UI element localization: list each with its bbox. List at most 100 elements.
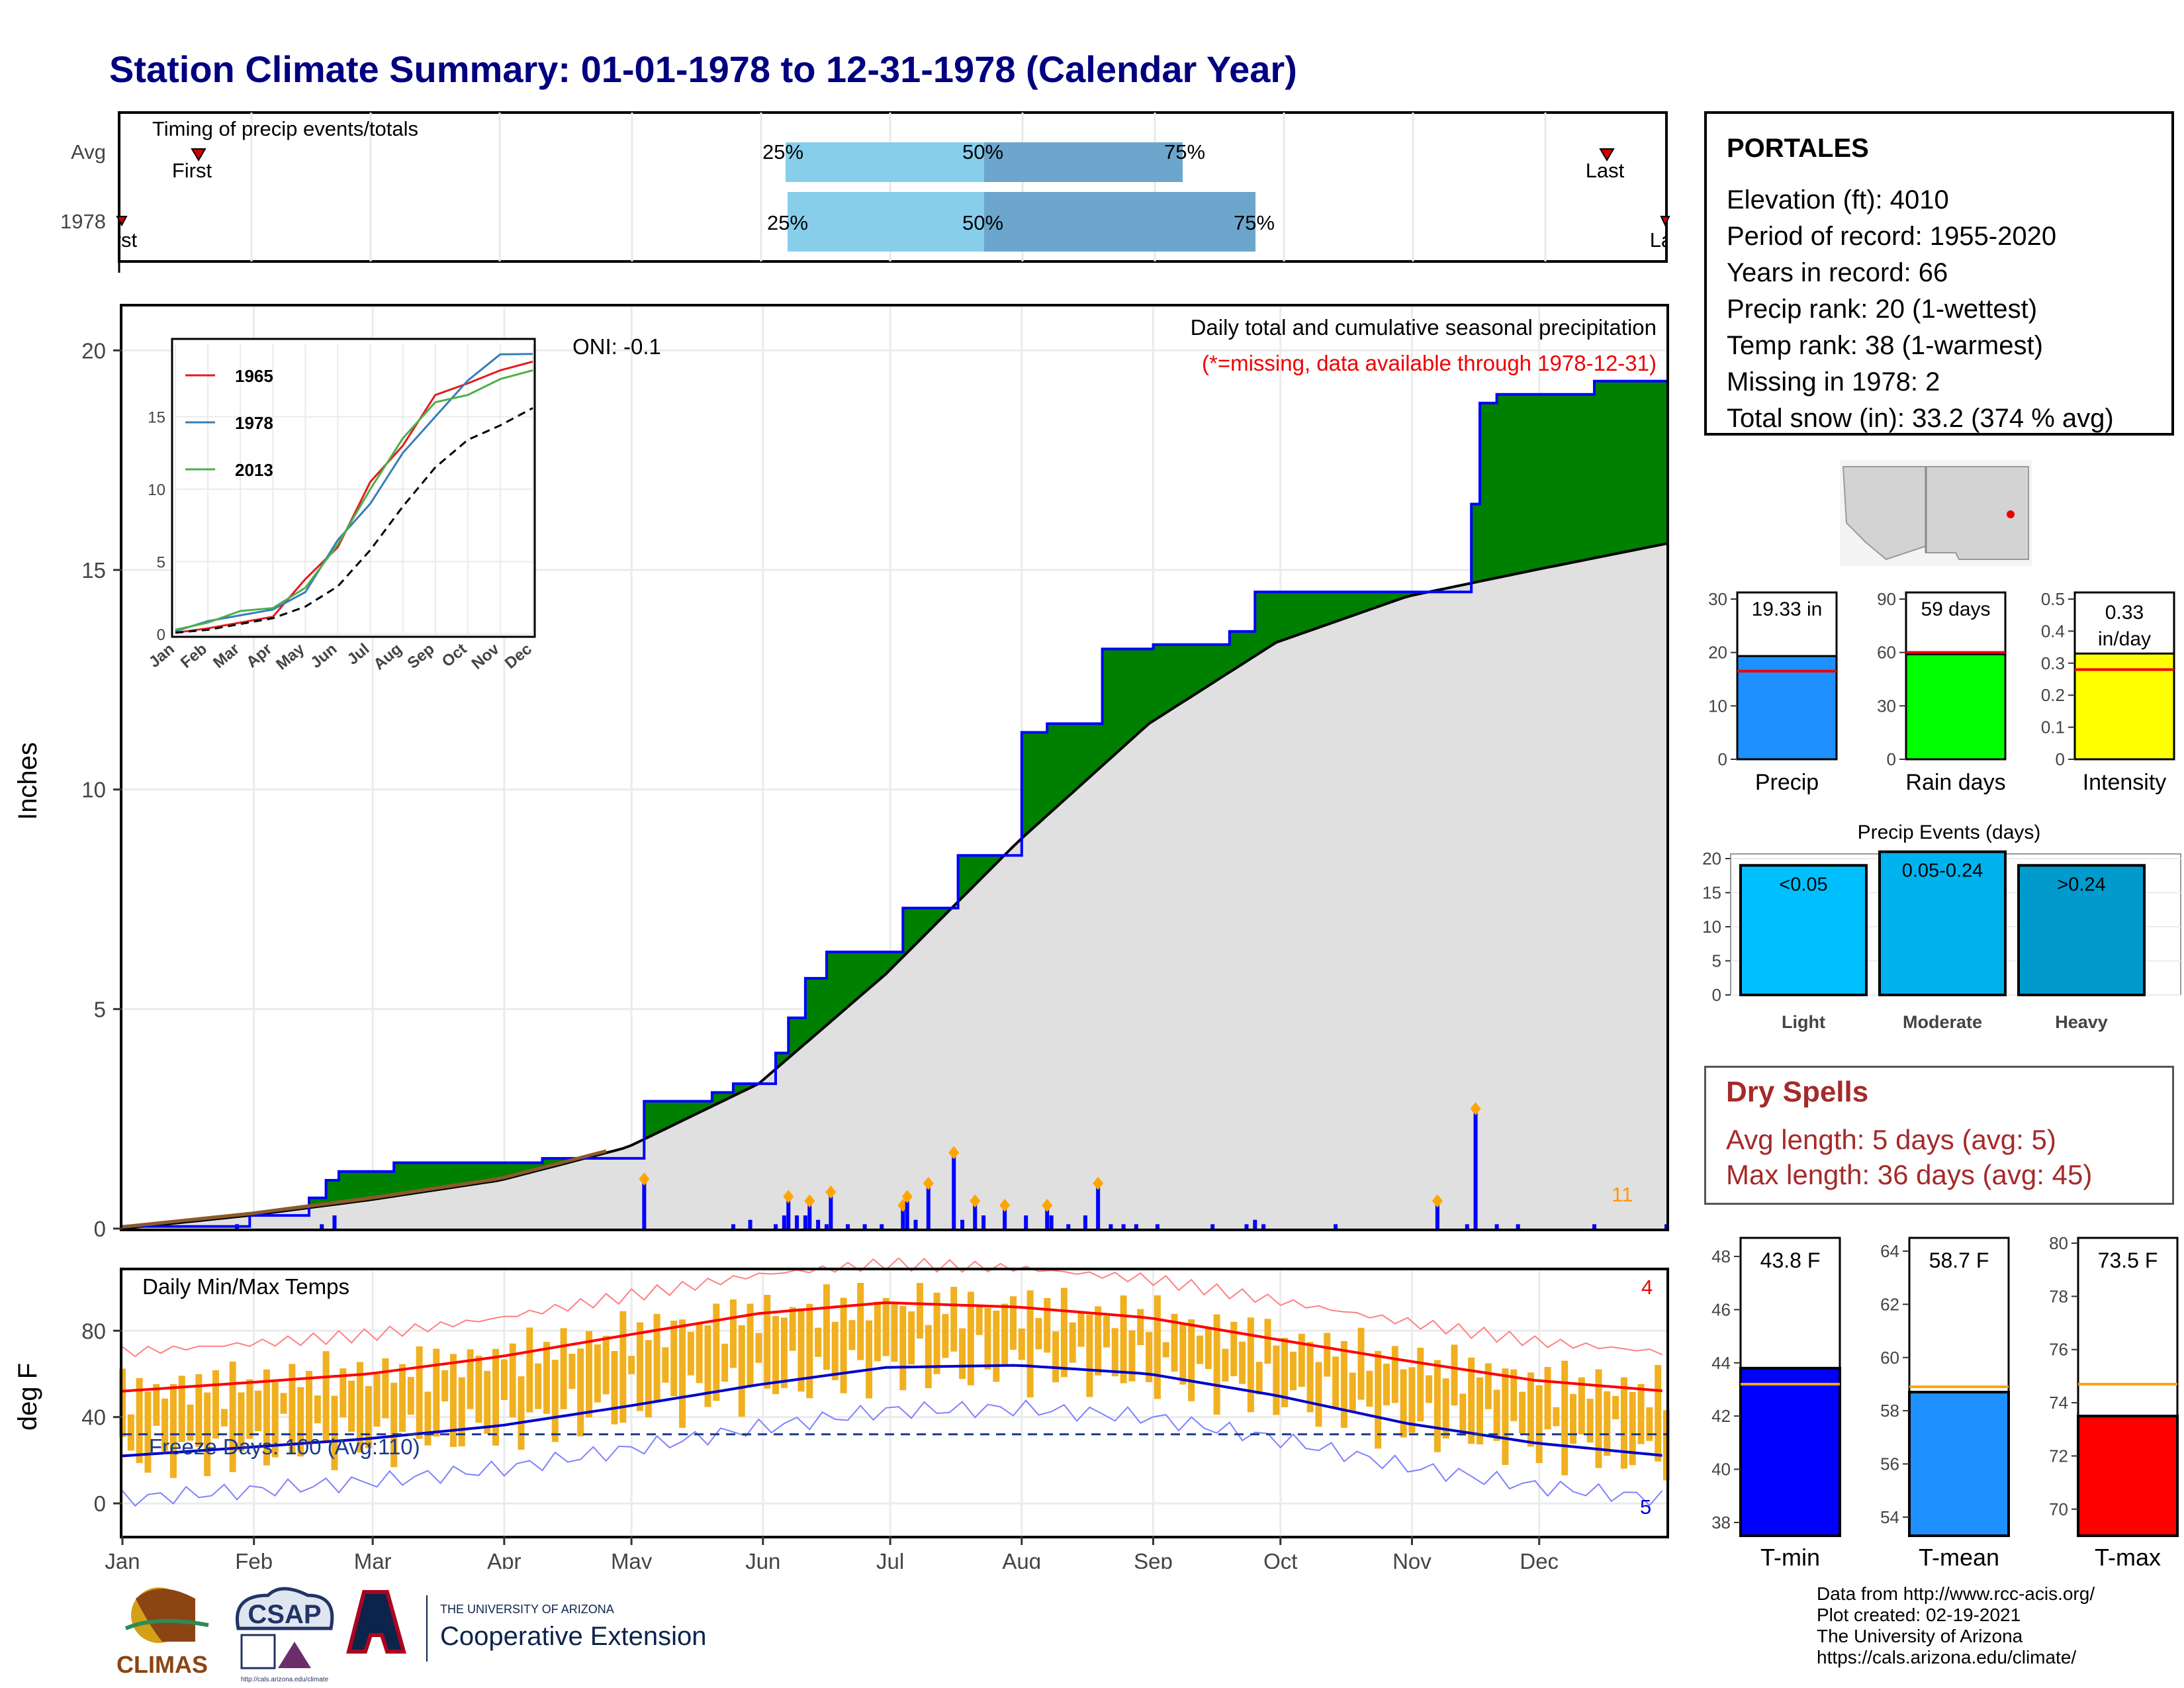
- month-label-oct: Oct: [1263, 1549, 1297, 1569]
- daily-temp-bar: [687, 1332, 694, 1376]
- daily-temp-bar: [806, 1303, 813, 1399]
- tsum-bar-tmean: [1908, 1391, 2010, 1537]
- daily-temp-bar: [1391, 1346, 1398, 1403]
- temp-chart: 0 40 80 Daily Min/Max Temps Freeze Days: 1…: [13, 1258, 1670, 1569]
- daily-temp-bar: [721, 1343, 729, 1382]
- daily-precip-bar: [782, 1215, 786, 1229]
- daily-precip-bar: [905, 1197, 909, 1229]
- summary-value-intensity: 0.33: [2105, 602, 2144, 624]
- timing-panel: Timing of precip events/totals Avg First…: [60, 111, 1670, 273]
- daily-precip-bar: [1210, 1224, 1215, 1229]
- inset-xtick-label: Nov: [469, 639, 504, 673]
- events-bar-label-0: Light: [1782, 1012, 1825, 1032]
- timing-label: Timing of precip events/totals: [152, 117, 418, 140]
- month-label-feb: Feb: [235, 1549, 273, 1569]
- daily-precip-bar: [748, 1219, 752, 1229]
- daily-precip-bar: [824, 1224, 829, 1229]
- temp-count-hi: 4: [1641, 1276, 1653, 1299]
- station-line-missing: Missing in 1978: 2: [1727, 367, 1940, 397]
- legend-1965: 1965: [235, 366, 273, 386]
- precip-chart: 0 5 10 15 20 Daily total and cumulative seas…: [13, 304, 1669, 1241]
- events-bar-inner-0: <0.05: [1779, 874, 1827, 895]
- summary-ytick-label: 20: [1708, 643, 1727, 663]
- daily-precip-marker: [804, 1194, 815, 1208]
- daily-temp-bar: [1357, 1327, 1365, 1400]
- daily-temp-bar: [492, 1348, 500, 1446]
- daily-temp-bar: [1544, 1367, 1551, 1430]
- summary-bar-rain_days: [1905, 653, 2007, 761]
- summary-ytick-label: 30: [1877, 696, 1896, 716]
- summary-bar-intensity: [2073, 652, 2175, 761]
- daily-temp-bar: [1044, 1297, 1051, 1353]
- daily-temp-bar: [899, 1306, 907, 1391]
- tsum-label-tmin: T-min: [1760, 1544, 1820, 1571]
- timing-avg-p75: 75%: [1164, 140, 1205, 164]
- ua-logo: THE UNIVERSITY OF ARIZONA Cooperative Ex…: [346, 1590, 706, 1662]
- daily-temp-bar: [1476, 1377, 1483, 1444]
- tsum-ytick-label: 56: [1880, 1454, 1899, 1474]
- daily-temp-bar: [271, 1382, 279, 1458]
- daily-temp-bar: [475, 1356, 482, 1423]
- daily-temp-bar: [1519, 1391, 1526, 1434]
- daily-temp-bar: [815, 1327, 822, 1357]
- precip-1978-cumulative-line: [122, 379, 1668, 1228]
- inset-ytick-label: 5: [157, 554, 165, 572]
- temp-ytick-label: 80: [81, 1319, 106, 1343]
- daily-temp-bar: [577, 1348, 584, 1436]
- temp-ytick-label: 0: [94, 1491, 106, 1516]
- summary-ytick-label: 0.2: [2041, 685, 2065, 705]
- daily-temp-bar: [628, 1356, 635, 1375]
- daily-temp-bar: [1103, 1315, 1110, 1348]
- daily-precip-bar: [1465, 1224, 1469, 1229]
- tsum-value-tmin: 43.8 F: [1760, 1248, 1821, 1272]
- daily-temp-bar: [1247, 1317, 1254, 1413]
- daily-precip-bar: [1003, 1206, 1007, 1229]
- daily-temp-bar: [220, 1409, 228, 1427]
- daily-temp-bar: [866, 1320, 873, 1399]
- tsum-value-tmean: 58.7 F: [1929, 1248, 1989, 1272]
- timing-avg-first: First: [172, 159, 212, 182]
- climas-text: CLIMAS: [116, 1651, 208, 1678]
- daily-temp-bar: [594, 1344, 601, 1403]
- dry-spells-title: Dry Spells: [1726, 1076, 1869, 1108]
- credit-data: Data from http://www.rcc-acis.org/: [1817, 1583, 2095, 1604]
- tsum-label-tmax: T-max: [2095, 1544, 2161, 1571]
- daily-temp-bar: [238, 1392, 245, 1452]
- daily-temp-bar: [1018, 1328, 1025, 1360]
- daily-temp-bar: [1408, 1367, 1416, 1433]
- events-ytick-label: 0: [1712, 985, 1721, 1005]
- daily-temp-bar: [1637, 1383, 1645, 1444]
- summary-ytick-label: 0: [1718, 749, 1727, 769]
- daily-temp-bar: [390, 1382, 398, 1468]
- precip-ytick-label: 0: [94, 1217, 106, 1241]
- inset-xtick-label: Dec: [502, 640, 535, 673]
- daily-temp-bar: [1306, 1342, 1314, 1413]
- daily-temp-bar: [297, 1387, 304, 1457]
- daily-temp-bar: [1620, 1377, 1627, 1469]
- station-info: PORTALES Elevation (ft): 4010 Period of …: [1704, 111, 2174, 436]
- daily-temp-bar: [1077, 1312, 1085, 1347]
- tsum-bar-tmax: [2077, 1415, 2179, 1537]
- daily-temp-bar: [1146, 1332, 1153, 1382]
- daily-temp-bar: [1426, 1375, 1433, 1403]
- daily-temp-bar: [1646, 1407, 1653, 1441]
- daily-temp-bar: [458, 1377, 465, 1446]
- daily-precip-bar: [1253, 1219, 1257, 1229]
- daily-temp-bar: [1315, 1362, 1322, 1427]
- summary-ytick-label: 0.3: [2041, 653, 2065, 673]
- daily-temp-bar: [840, 1297, 847, 1393]
- daily-precip-bar: [862, 1224, 867, 1229]
- temp-summary-bars: 38 40 42 44 46 48 43.8 F T-min 54 56 58 60 62 64 58.7 …: [1711, 1233, 2179, 1571]
- daily-temp-bar: [1222, 1348, 1229, 1382]
- precip-count: 11: [1612, 1183, 1633, 1206]
- daily-precip-marker: [1042, 1198, 1053, 1212]
- events-ytick-label: 10: [1702, 917, 1721, 937]
- daily-temp-bar: [169, 1383, 177, 1478]
- daily-temp-bar: [679, 1319, 686, 1428]
- station-name: PORTALES: [1727, 134, 1869, 163]
- inset-line-2013: [175, 369, 533, 631]
- dry-spells-max: Max length: 36 days (avg: 45): [1726, 1159, 2093, 1190]
- daily-temp-bar: [1629, 1391, 1636, 1466]
- credit-created: Plot created: 02-19-2021: [1817, 1605, 2021, 1625]
- daily-precip-bar: [235, 1224, 240, 1229]
